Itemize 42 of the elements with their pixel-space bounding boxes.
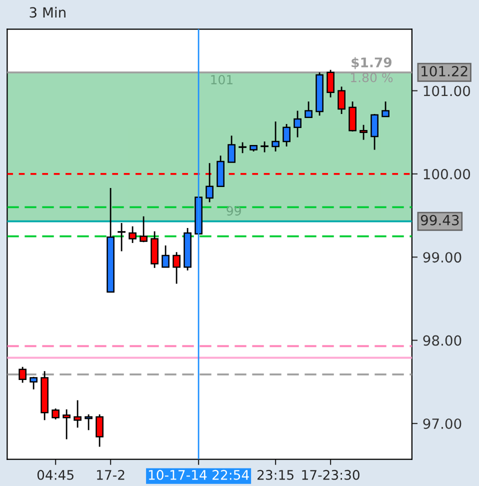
candlestick	[304, 100, 312, 118]
annotation: 99	[226, 206, 241, 216]
candlestick	[338, 86, 346, 115]
y-tick-label: 97.00	[423, 418, 462, 429]
candlestick	[206, 162, 214, 203]
candlestick	[228, 134, 236, 163]
candlestick	[260, 140, 268, 153]
candlestick	[294, 110, 302, 138]
candlestick	[382, 100, 390, 118]
candlestick	[30, 376, 38, 390]
x-tick-label: 10-17-14 22:54	[148, 470, 249, 480]
candlestick	[360, 124, 368, 140]
x-tick-label: 17-23:30	[302, 470, 360, 480]
candlestick	[128, 226, 136, 244]
candlestick	[272, 120, 280, 152]
candlestick	[172, 251, 180, 284]
candlestick	[348, 100, 356, 132]
annotation: $1.79	[352, 57, 392, 70]
candlestick	[370, 113, 378, 150]
candlestick	[326, 69, 334, 98]
candlestick	[62, 408, 71, 440]
y-tick-label: 100.00	[424, 168, 470, 180]
candlestick	[84, 414, 92, 431]
y-tick-label: 101.00	[424, 86, 470, 96]
y-tick-label: 99.00	[423, 252, 462, 263]
chart-title: 3 Min	[30, 6, 66, 18]
candlestick	[96, 414, 104, 448]
candlestick	[238, 142, 246, 154]
ref-line-label: 99.43	[420, 214, 459, 226]
candlestick	[74, 400, 82, 428]
candlestick	[162, 244, 170, 268]
x-tick-label: 23:15	[258, 470, 294, 480]
ref-line-label: 101.22	[422, 66, 468, 76]
candlestick	[118, 222, 126, 252]
candlestick	[52, 408, 60, 420]
x-tick-label: 04:45	[37, 470, 74, 480]
candlestick	[140, 216, 148, 243]
candlestick	[282, 123, 290, 148]
annotation: 1.80 %	[350, 72, 393, 82]
y-tick-label: 98.00	[423, 335, 462, 346]
candlestick	[18, 366, 27, 384]
x-tick-label: 17-2	[97, 470, 124, 480]
